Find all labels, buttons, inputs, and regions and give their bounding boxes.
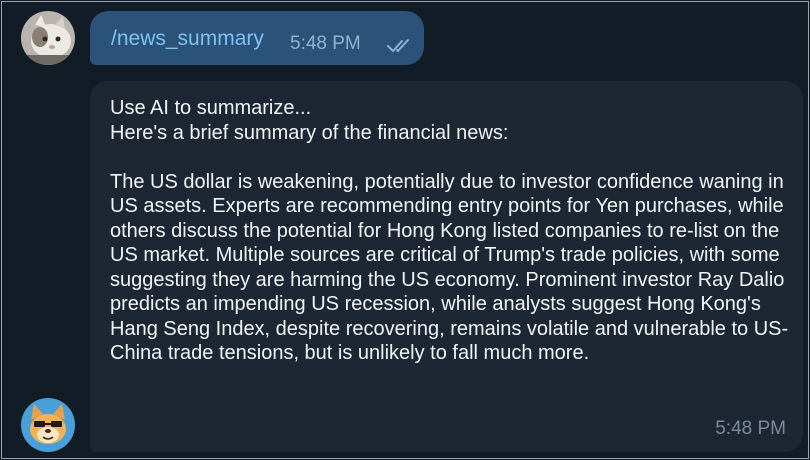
double-check-icon (387, 39, 409, 52)
command-link[interactable]: /news_summary (111, 27, 264, 50)
message-body: The US dollar is weakening, potentially … (110, 170, 790, 365)
user-avatar[interactable] (21, 11, 75, 65)
message-line-2: Here's a brief summary of the financial … (110, 121, 509, 144)
incoming-message[interactable]: Use AI to summarize... Here's a brief su… (90, 81, 803, 452)
message-time: 5:48 PM (290, 33, 361, 54)
message-time: 5:48 PM (715, 418, 786, 439)
bot-avatar[interactable] (21, 398, 75, 452)
message-line-1: Use AI to summarize... (110, 97, 312, 119)
message-text: Use AI to summarize... Here's a brief su… (110, 96, 796, 366)
message-spacer (110, 145, 796, 170)
outgoing-message[interactable]: /news_summary 5:48 PM (90, 11, 424, 65)
